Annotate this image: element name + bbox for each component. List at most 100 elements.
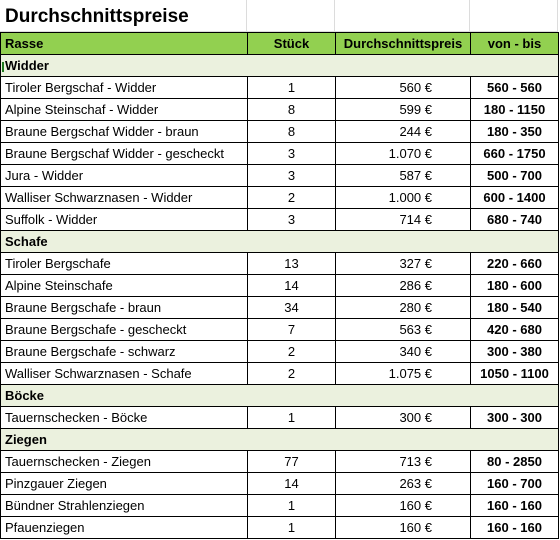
group-empty-cell[interactable] (335, 428, 471, 451)
count-cell[interactable]: 77 (247, 450, 336, 473)
group-label[interactable]: Widder (0, 54, 248, 77)
avg-price-cell[interactable]: 560 € (335, 76, 471, 99)
breed-cell[interactable]: Braune Bergschaf Widder - braun (0, 120, 248, 143)
avg-price-cell[interactable]: 714 € (335, 208, 471, 231)
group-empty-cell[interactable] (470, 230, 559, 253)
group-label[interactable]: Böcke (0, 384, 248, 407)
group-empty-cell[interactable] (335, 230, 471, 253)
header-breed[interactable]: Rasse (0, 32, 248, 55)
count-cell[interactable]: 2 (247, 186, 336, 209)
group-empty-cell[interactable] (470, 384, 559, 407)
breed-cell[interactable]: Braune Bergschafe - gescheckt (0, 318, 248, 341)
breed-cell[interactable]: Braune Bergschafe - braun (0, 296, 248, 319)
avg-price-cell[interactable]: 280 € (335, 296, 471, 319)
breed-cell[interactable]: Bündner Strahlenziegen (0, 494, 248, 517)
header-avg-price[interactable]: Durchschnittspreis (335, 32, 471, 55)
avg-price-cell[interactable]: 327 € (335, 252, 471, 275)
avg-price-cell[interactable]: 1.075 € (335, 362, 471, 385)
count-cell[interactable]: 1 (247, 516, 336, 539)
range-cell[interactable]: 180 - 350 (470, 120, 559, 143)
count-cell[interactable]: 14 (247, 472, 336, 495)
range-cell[interactable]: 420 - 680 (470, 318, 559, 341)
avg-price-cell[interactable]: 160 € (335, 516, 471, 539)
count-cell[interactable]: 13 (247, 252, 336, 275)
avg-price-cell[interactable]: 160 € (335, 494, 471, 517)
table-row: Tiroler Bergschaf - Widder 1 560 €560 - 56… (0, 76, 559, 99)
count-cell[interactable]: 1 (247, 494, 336, 517)
range-cell[interactable]: 180 - 1150 (470, 98, 559, 121)
breed-cell[interactable]: Tiroler Bergschafe (0, 252, 248, 275)
avg-price-cell[interactable]: 244 € (335, 120, 471, 143)
group-row: Schafe (0, 230, 559, 253)
breed-cell[interactable]: Walliser Schwarznasen - Schafe (0, 362, 248, 385)
count-cell[interactable]: 14 (247, 274, 336, 297)
breed-cell[interactable]: Braune Bergschaf Widder - gescheckt (0, 142, 248, 165)
range-cell[interactable]: 160 - 700 (470, 472, 559, 495)
range-cell[interactable]: 660 - 1750 (470, 142, 559, 165)
avg-price-cell[interactable]: 587 € (335, 164, 471, 187)
breed-cell[interactable]: Tauernschecken - Böcke (0, 406, 248, 429)
header-count[interactable]: Stück (247, 32, 336, 55)
breed-cell[interactable]: Braune Bergschafe - schwarz (0, 340, 248, 363)
group-label[interactable]: Ziegen (0, 428, 248, 451)
group-empty-cell[interactable] (470, 54, 559, 77)
avg-price-cell[interactable]: 1.070 € (335, 142, 471, 165)
range-cell[interactable]: 160 - 160 (470, 516, 559, 539)
breed-cell[interactable]: Jura - Widder (0, 164, 248, 187)
group-empty-cell[interactable] (470, 428, 559, 451)
range-cell[interactable]: 160 - 160 (470, 494, 559, 517)
group-empty-cell[interactable] (247, 54, 336, 77)
group-empty-cell[interactable] (335, 54, 471, 77)
breed-cell[interactable]: Suffolk - Widder (0, 208, 248, 231)
avg-price-cell[interactable]: 263 € (335, 472, 471, 495)
group-empty-cell[interactable] (247, 428, 336, 451)
range-cell[interactable]: 560 - 560 (470, 76, 559, 99)
empty-cell[interactable] (335, 0, 470, 32)
range-cell[interactable]: 500 - 700 (470, 164, 559, 187)
avg-price-cell[interactable]: 713 € (335, 450, 471, 473)
avg-price-cell[interactable]: 300 € (335, 406, 471, 429)
count-cell[interactable]: 2 (247, 340, 336, 363)
range-cell[interactable]: 80 - 2850 (470, 450, 559, 473)
breed-cell[interactable]: Tauernschecken - Ziegen (0, 450, 248, 473)
count-cell[interactable]: 3 (247, 164, 336, 187)
count-cell[interactable]: 7 (247, 318, 336, 341)
breed-cell[interactable]: Pinzgauer Ziegen (0, 472, 248, 495)
group-row: Widder (0, 54, 559, 77)
avg-price-cell[interactable]: 563 € (335, 318, 471, 341)
range-cell[interactable]: 1050 - 1100 (470, 362, 559, 385)
header-range[interactable]: von - bis (470, 32, 559, 55)
breed-cell[interactable]: Pfauenziegen (0, 516, 248, 539)
empty-cell[interactable] (247, 0, 335, 32)
count-cell[interactable]: 8 (247, 98, 336, 121)
avg-price-cell[interactable]: 286 € (335, 274, 471, 297)
range-cell[interactable]: 180 - 540 (470, 296, 559, 319)
count-cell[interactable]: 3 (247, 142, 336, 165)
count-cell[interactable]: 8 (247, 120, 336, 143)
avg-price-cell[interactable]: 1.000 € (335, 186, 471, 209)
breed-cell[interactable]: Tiroler Bergschaf - Widder (0, 76, 248, 99)
count-cell[interactable]: 2 (247, 362, 336, 385)
range-cell[interactable]: 600 - 1400 (470, 186, 559, 209)
count-cell[interactable]: 34 (247, 296, 336, 319)
count-cell[interactable]: 3 (247, 208, 336, 231)
group-empty-cell[interactable] (247, 384, 336, 407)
group-empty-cell[interactable] (335, 384, 471, 407)
table-row: Braune Bergschaf Widder - braun 8 244 €180… (0, 120, 559, 143)
range-cell[interactable]: 180 - 600 (470, 274, 559, 297)
group-label[interactable]: Schafe (0, 230, 248, 253)
avg-price-cell[interactable]: 340 € (335, 340, 471, 363)
title-cell[interactable]: Durchschnittspreise (0, 0, 247, 32)
empty-cell[interactable] (470, 0, 558, 32)
count-cell[interactable]: 1 (247, 406, 336, 429)
range-cell[interactable]: 220 - 660 (470, 252, 559, 275)
range-cell[interactable]: 300 - 300 (470, 406, 559, 429)
breed-cell[interactable]: Alpine Steinschafe (0, 274, 248, 297)
breed-cell[interactable]: Alpine Steinschaf - Widder (0, 98, 248, 121)
count-cell[interactable]: 1 (247, 76, 336, 99)
avg-price-cell[interactable]: 599 € (335, 98, 471, 121)
breed-cell[interactable]: Walliser Schwarznasen - Widder (0, 186, 248, 209)
range-cell[interactable]: 300 - 380 (470, 340, 559, 363)
range-cell[interactable]: 680 - 740 (470, 208, 559, 231)
group-empty-cell[interactable] (247, 230, 336, 253)
